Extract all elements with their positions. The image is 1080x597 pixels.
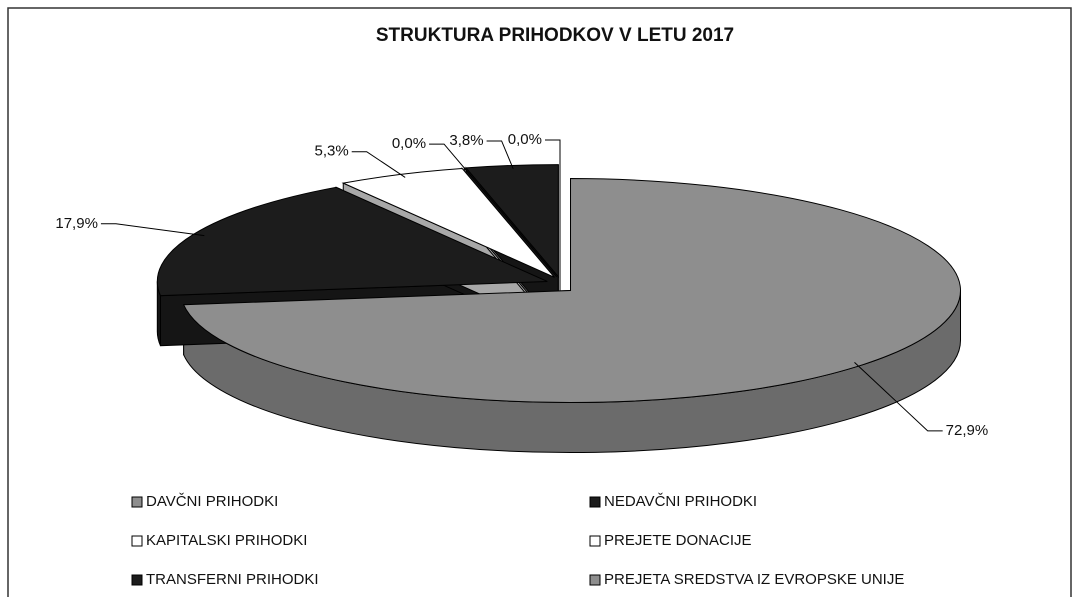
legend-swatch — [131, 535, 143, 547]
legend-label: PREJETA SREDSTVA IZ EVROPSKE UNIJE — [604, 571, 904, 588]
chart-title: STRUKTURA PRIHODKOV V LETU 2017 — [376, 25, 734, 46]
data-label: 5,3% — [315, 143, 349, 160]
data-label: 17,9% — [55, 215, 98, 232]
legend-swatch — [589, 496, 601, 508]
leader-line — [351, 151, 406, 178]
data-label: 72,9% — [946, 422, 989, 439]
legend-label: PREJETE DONACIJE — [604, 532, 752, 549]
leader-line — [429, 143, 468, 172]
legend-swatch — [131, 574, 143, 586]
legend-swatch — [589, 574, 601, 586]
data-label: 0,0% — [508, 131, 542, 148]
chart-frame — [7, 7, 1072, 597]
leader-line — [854, 361, 943, 432]
legend-label: TRANSFERNI PRIHODKI — [146, 571, 319, 588]
legend-label: KAPITALSKI PRIHODKI — [146, 532, 307, 549]
data-label: 0,0% — [392, 135, 426, 152]
leader-line — [486, 140, 514, 169]
legend-label: NEDAVČNI PRIHODKI — [604, 493, 757, 510]
leader-line — [545, 139, 561, 168]
leader-line — [100, 223, 205, 237]
legend-swatch — [131, 496, 143, 508]
legend-label: DAVČNI PRIHODKI — [146, 493, 278, 510]
slice — [182, 178, 961, 404]
legend-swatch — [589, 535, 601, 547]
data-label: 3,8% — [449, 132, 483, 149]
